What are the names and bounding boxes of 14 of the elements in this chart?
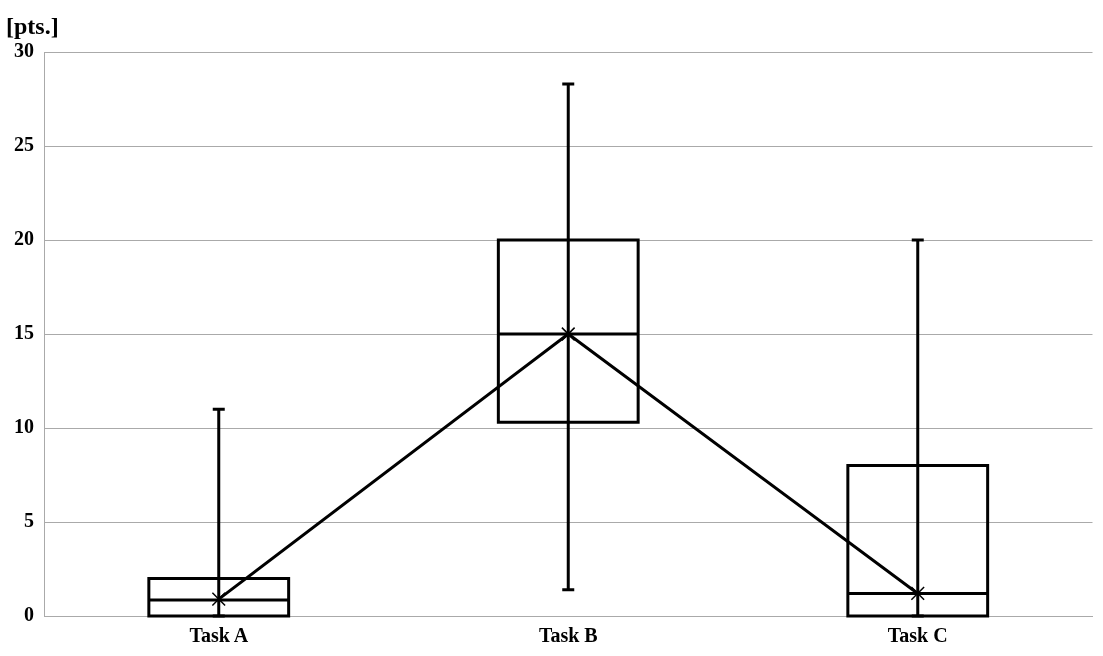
x-tick-label: Task C	[887, 624, 948, 647]
x-tick-label: Task B	[538, 624, 598, 647]
y-tick-label: 5	[24, 509, 34, 532]
y-tick-label: 15	[14, 321, 34, 344]
y-tick-label: 20	[14, 227, 34, 250]
x-tick-label: Task A	[189, 624, 249, 647]
y-tick-label: 10	[14, 415, 34, 438]
y-tick-label: 0	[24, 603, 34, 626]
y-tick-label: 30	[14, 39, 34, 62]
y-tick-label: 25	[14, 133, 34, 156]
point	[910, 586, 925, 601]
y-axis-title: [pts.]	[6, 13, 59, 40]
point	[211, 591, 226, 607]
point	[561, 326, 576, 342]
